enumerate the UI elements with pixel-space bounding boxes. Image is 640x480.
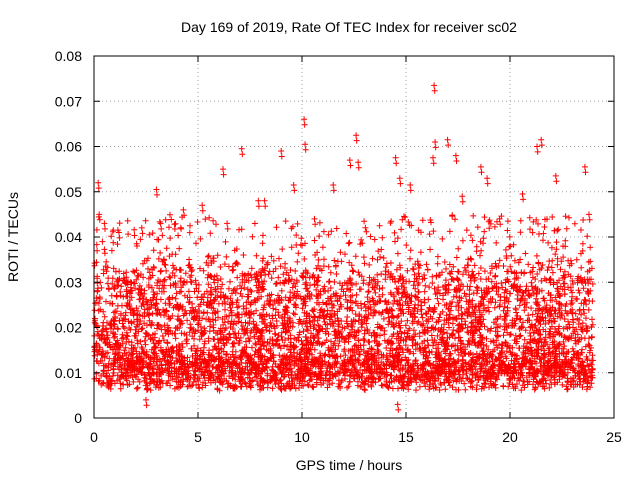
y-tick-label: 0.06 [55, 139, 82, 155]
y-tick-label: 0.04 [55, 229, 82, 245]
y-tick-label: 0.03 [55, 274, 82, 290]
x-tick-label: 20 [502, 429, 518, 445]
y-tick-label: 0.08 [55, 48, 82, 64]
x-axis-label: GPS time / hours [296, 457, 403, 473]
x-tick-label: 15 [398, 429, 414, 445]
data-points [91, 82, 596, 413]
x-tick-label: 5 [194, 429, 202, 445]
y-tick-label: 0.07 [55, 93, 82, 109]
y-tick-label: 0.05 [55, 184, 82, 200]
y-axis-tick-labels: 0 0.01 0.02 0.03 0.04 0.05 0.06 0.07 0.08 [55, 48, 82, 426]
axis-ticks [93, 55, 615, 419]
roti-scatter-markers [91, 82, 596, 413]
y-tick-label: 0.02 [55, 320, 82, 336]
x-tick-label: 25 [606, 429, 622, 445]
x-tick-label: 10 [294, 429, 310, 445]
x-axis-tick-labels: 0 5 10 15 20 25 [90, 429, 622, 445]
chart-title: Day 169 of 2019, Rate Of TEC Index for r… [181, 19, 517, 35]
y-tick-label: 0 [74, 410, 82, 426]
y-tick-label: 0.01 [55, 365, 82, 381]
y-axis-label: ROTI / TECUs [5, 192, 21, 282]
x-tick-label: 0 [90, 429, 98, 445]
